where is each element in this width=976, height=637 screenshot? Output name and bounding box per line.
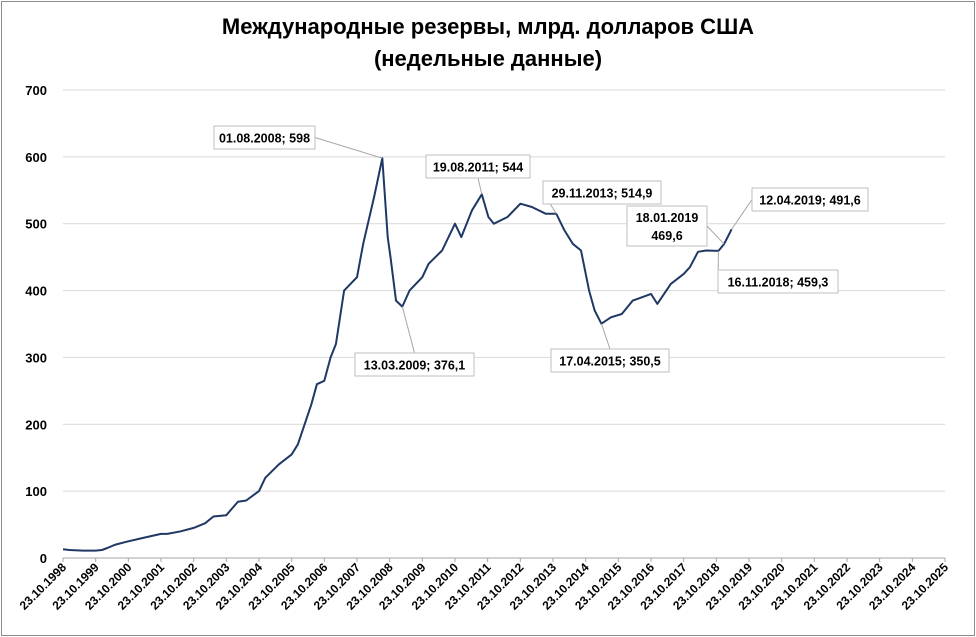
x-axis: 23.10.199823.10.199923.10.200023.10.2001… [17, 557, 951, 613]
annotation-label: 469,6 [651, 229, 682, 243]
annotation-leader [706, 225, 725, 245]
annotation-box [425, 154, 531, 179]
annotation-box [626, 205, 708, 247]
y-tick-label: 500 [25, 217, 47, 232]
annotation-leader [731, 199, 753, 230]
annotation-label: 16.11.2018; 459,3 [728, 276, 829, 290]
annotation-label: 19.08.2011; 544 [433, 161, 523, 175]
annotation-box [213, 125, 316, 150]
y-tick-label: 0 [40, 551, 47, 566]
chart-subtitle: (недельные данные) [373, 46, 603, 71]
annotations: 01.08.2008; 598 13.03.2009; 376,1 19.08.20… [213, 125, 869, 377]
annotation-box [354, 352, 475, 377]
annotation-leader [314, 137, 383, 159]
annotation-label: 17.04.2015; 350,5 [559, 355, 661, 369]
annotation-box [550, 348, 670, 373]
series-group [62, 157, 733, 552]
y-tick-label: 300 [25, 350, 47, 365]
y-tick-label: 200 [25, 417, 47, 432]
y-tick-label: 600 [25, 150, 47, 165]
annotation-box [717, 269, 839, 294]
series-line [62, 157, 733, 552]
chart-title: Международные резервы, млрд. долларов СШ… [221, 14, 755, 39]
annotation-leader [477, 177, 483, 195]
y-axis: 0 100 200 300 400 500 600 700 [25, 83, 47, 566]
annotation-label: 13.03.2009; 376,1 [364, 359, 466, 373]
y-tick-label: 100 [25, 484, 47, 499]
annotation-box [751, 187, 869, 212]
annotation-label: 12.04.2019; 491,6 [759, 194, 861, 208]
y-tick-label: 400 [25, 284, 47, 299]
grid-lines [63, 89, 945, 492]
annotation-label: 29.11.2013; 514,9 [552, 187, 653, 201]
annotation-leader [401, 306, 415, 354]
annotation-label: 18.01.2019 [636, 211, 699, 225]
y-tick-label: 700 [25, 83, 47, 98]
annotation-leader [600, 323, 611, 350]
annotation-label: 01.08.2008; 598 [219, 132, 310, 146]
annotation-box [542, 180, 662, 205]
